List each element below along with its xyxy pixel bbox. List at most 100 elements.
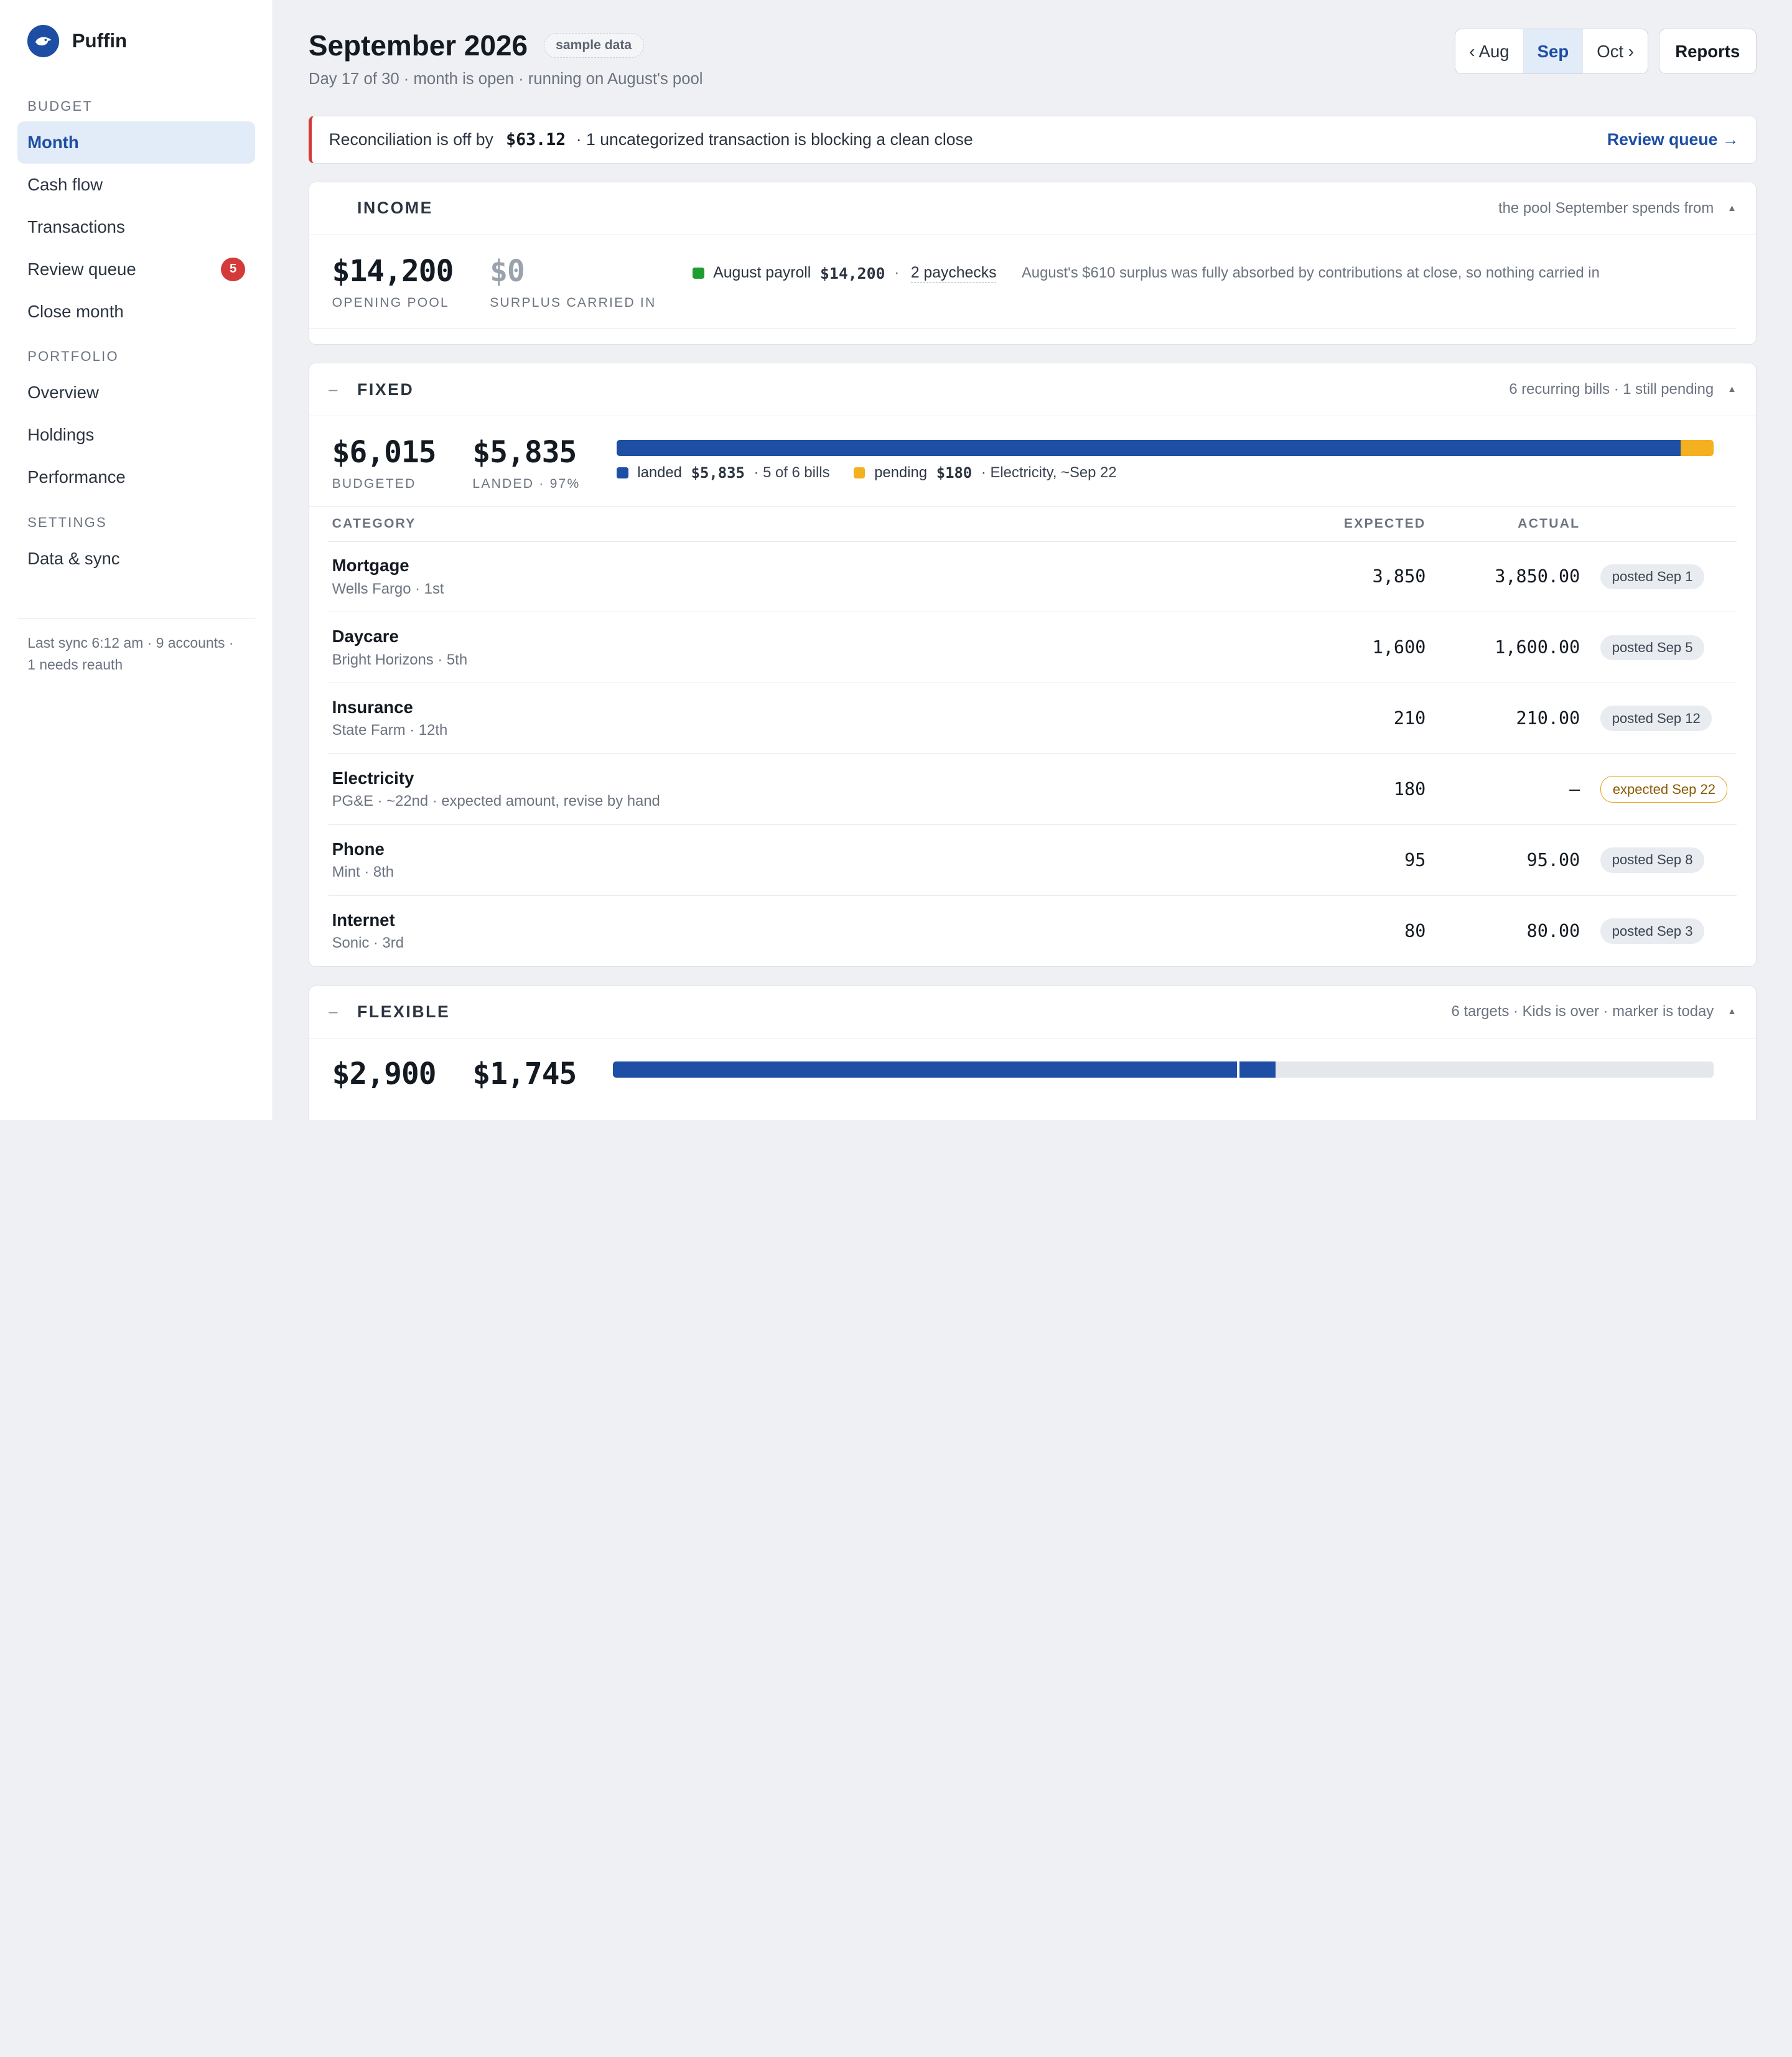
income-card-header[interactable]: INCOME the pool September spends from ▲ [309, 182, 1756, 235]
fixed-budgeted-value: $6,015 [332, 436, 437, 470]
fixed-bills-table: CATEGORY EXPECTED ACTUAL Mortgage Wells F… [329, 506, 1737, 966]
fixed-note: 6 recurring bills · 1 still pending [1509, 381, 1714, 398]
puffin-logo-icon [27, 25, 60, 57]
sidebar-item-label: Data & sync [27, 548, 120, 568]
table-row[interactable]: Daycare Bright Horizons · 5th 1,600 1,600.0… [329, 612, 1737, 684]
sidebar-item-label: Review queue [27, 259, 136, 279]
sidebar-item-review-queue[interactable]: Review queue 5 [17, 248, 256, 291]
category-detail: Bright Horizons · 5th [332, 651, 468, 668]
status-cell: posted Sep 3 [1580, 895, 1737, 966]
category-name: Internet [332, 910, 395, 930]
sidebar-item-transactions[interactable]: Transactions [17, 206, 256, 248]
flexible-card-header[interactable]: – FLEXIBLE 6 targets · Kids is over · ma… [309, 986, 1756, 1039]
fixed-budgeted-stat: $6,015 BUDGETED [332, 436, 437, 492]
review-count-badge: 5 [221, 257, 245, 282]
flexible-summary: $2,900 $1,745 [309, 1038, 1737, 1091]
current-month-button[interactable]: Sep [1523, 29, 1584, 74]
main-content: September 2026 sample data Day 17 of 30 … [273, 0, 1792, 1120]
table-row[interactable]: Electricity PG&E · ~22nd · expected amoun… [329, 753, 1737, 826]
opening-pool-label: OPENING POOL [332, 295, 449, 310]
sidebar-item-cash-flow[interactable]: Cash flow [17, 164, 256, 206]
flexible-title: FLEXIBLE [357, 1002, 450, 1021]
opening-pool-value: $14,200 [332, 254, 454, 289]
sidebar-item-close-month[interactable]: Close month [17, 291, 256, 333]
sidebar-item-label: Holdings [27, 425, 95, 445]
expected-cell: 1,600 [1311, 612, 1426, 684]
legend-pending-amount: $180 [936, 464, 973, 482]
status-cell: expected Sep 22 [1580, 753, 1737, 826]
sidebar-item-label: Overview [27, 383, 99, 403]
fixed-card-header[interactable]: – FIXED 6 recurring bills · 1 still pend… [309, 363, 1756, 416]
sidebar-item-label: Cash flow [27, 174, 103, 194]
caret-up-icon[interactable]: ▲ [1727, 203, 1737, 213]
status-badge: expected Sep 22 [1600, 776, 1728, 803]
sidebar-item-data-sync[interactable]: Data & sync [17, 538, 256, 580]
alert-prefix: Reconciliation is off by [329, 129, 493, 149]
page-header: September 2026 sample data Day 17 of 30 … [309, 0, 1757, 116]
fixed-legend: landed $5,835 · 5 of 6 bills pending $18… [617, 464, 1714, 482]
next-month-button[interactable]: Oct › [1597, 41, 1634, 61]
caret-up-icon[interactable]: ▲ [1727, 1007, 1737, 1017]
table-row[interactable]: Internet Sonic · 3rd 80 80.00 posted Sep 3 [329, 895, 1737, 966]
col-expected: EXPECTED [1311, 506, 1426, 542]
status-badge: posted Sep 3 [1600, 918, 1704, 944]
actual-cell: 95.00 [1426, 824, 1580, 896]
flexible-card: – FLEXIBLE 6 targets · Kids is over · ma… [308, 985, 1757, 1120]
sidebar-item-performance[interactable]: Performance [17, 456, 256, 498]
status-cell: posted Sep 1 [1580, 541, 1737, 613]
alert-text: · 1 uncategorized transaction is blockin… [576, 129, 973, 149]
status-badge: posted Sep 1 [1600, 564, 1704, 590]
fixed-landed-stat: $5,835 LANDED · 97% [472, 436, 580, 492]
expected-cell: 210 [1311, 683, 1426, 755]
category-name: Daycare [332, 627, 399, 646]
fixed-budgeted-label: BUDGETED [332, 477, 416, 492]
category-detail: Mint · 8th [332, 864, 394, 881]
sync-status: Last sync 6:12 am · 9 accounts · 1 needs… [17, 632, 256, 676]
sync-status-line: 1 needs reauth [27, 656, 123, 673]
legend-landed-label: landed [637, 464, 682, 481]
expected-cell: 180 [1311, 753, 1426, 826]
table-row[interactable]: Phone Mint · 8th 95 95.00 posted Sep 8 [329, 824, 1737, 896]
sidebar-item-overview[interactable]: Overview [17, 371, 256, 414]
sidebar-item-month[interactable]: Month [17, 121, 256, 164]
fixed-landed-value: $5,835 [472, 436, 577, 470]
landed-fill [617, 440, 1681, 457]
prev-month-button[interactable]: ‹ Aug [1469, 41, 1510, 61]
pending-fill [1681, 440, 1714, 457]
sync-status-line: Last sync 6:12 am · 9 accounts · [27, 634, 234, 651]
sidebar-section-budget: BUDGET [27, 98, 93, 114]
caret-up-icon[interactable]: ▲ [1727, 385, 1737, 395]
table-row[interactable]: Mortgage Wells Fargo · 1st 3,850 3,850.00 po… [329, 541, 1737, 613]
reports-button[interactable]: Reports [1658, 28, 1757, 75]
category-cell: Insurance State Farm · 12th [329, 683, 1312, 755]
flexible-budgeted-value: $2,900 [332, 1056, 437, 1091]
sidebar-item-holdings[interactable]: Holdings [17, 414, 256, 456]
sidebar-section-portfolio: PORTFOLIO [27, 348, 119, 365]
brand[interactable]: Puffin [17, 0, 256, 82]
col-category: CATEGORY [329, 506, 1312, 542]
table-header-row: CATEGORY EXPECTED ACTUAL [329, 506, 1737, 542]
col-status [1580, 506, 1737, 542]
expected-cell: 95 [1311, 824, 1426, 896]
landed-legend-swatch [617, 467, 628, 479]
table-row[interactable]: Insurance State Farm · 12th 210 210.00 poste… [329, 683, 1737, 755]
app-root: Puffin BUDGET Month Cash flow Transactio… [0, 0, 1792, 1120]
page-subtitle: Day 17 of 30 · month is open · running o… [308, 70, 703, 88]
reconciliation-alert: Reconciliation is off by $63.12 · 1 unca… [308, 115, 1757, 164]
paychecks-link[interactable]: 2 paychecks [910, 264, 997, 282]
pending-legend-swatch [854, 467, 866, 479]
collapse-icon[interactable]: – [329, 380, 338, 398]
income-body: $14,200 OPENING POOL $0 SURPLUS CARRIED … [309, 235, 1737, 330]
surplus-stat: $0 SURPLUS CARRIED IN [490, 254, 656, 310]
payroll-note: August payroll $14,200 · 2 paychecks Aug… [693, 264, 1600, 282]
flexible-note: 6 targets · Kids is over · marker is tod… [1451, 1003, 1714, 1020]
review-queue-link[interactable]: Review queue → [1607, 129, 1739, 149]
collapse-icon[interactable]: – [329, 1002, 338, 1020]
legend-landed-amount: $5,835 [691, 464, 745, 482]
surplus-explanation: August's $610 surplus was fully absorbed… [1021, 264, 1600, 282]
opening-pool-stat: $14,200 OPENING POOL [332, 254, 454, 310]
expected-cell: 3,850 [1311, 541, 1426, 613]
surplus-value: $0 [490, 254, 525, 289]
alert-amount: $63.12 [506, 129, 566, 149]
col-actual: ACTUAL [1426, 506, 1580, 542]
